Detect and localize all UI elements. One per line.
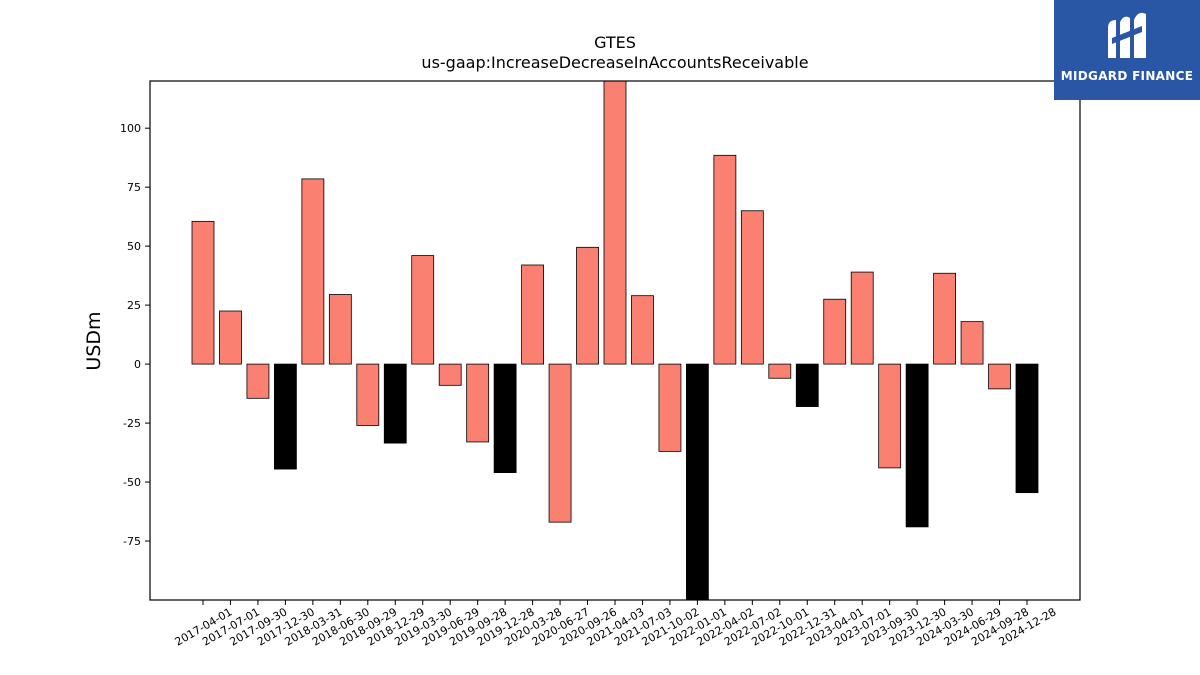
bar-2017-12-30 (273, 363, 297, 470)
bar-2018-03-31 (301, 178, 325, 365)
x-axis-ticks: 2017-04-012017-07-012017-09-302017-12-30… (173, 600, 1059, 649)
y-tick-label: -25 (123, 417, 141, 430)
y-tick-label: 50 (127, 240, 141, 253)
bar-2021-07-03 (631, 295, 654, 365)
bar-2020-03-28 (521, 264, 544, 365)
chart-subtitle: us-gaap:IncreaseDecreaseInAccountsReceiv… (421, 53, 808, 72)
y-axis-ticks: -75 -50 -25 0 25 50 75 100 (120, 122, 150, 548)
bar-2017-07-01 (219, 310, 242, 365)
bar-2019-12-28 (493, 363, 517, 474)
y-tick-label: 25 (127, 299, 141, 312)
midgard-finance-logo: MIDGARD FINANCE (1054, 0, 1200, 100)
bar-2017-04-01 (191, 220, 215, 365)
bar-2022-12-31 (795, 363, 819, 407)
bar-2018-09-29 (356, 363, 380, 426)
bar-2022-04-02 (713, 154, 737, 365)
bar-2019-06-29 (438, 363, 462, 386)
bar-2020-06-27 (548, 363, 572, 523)
y-tick-label: -50 (123, 476, 141, 489)
y-tick-label: 75 (127, 181, 141, 194)
bar-2024-06-29 (960, 321, 984, 365)
bar-2022-07-02 (740, 210, 764, 365)
bar-2023-07-01 (850, 271, 874, 365)
bar-2018-12-29 (383, 363, 407, 444)
bar-2022-10-01 (768, 363, 792, 379)
bar-2024-03-30 (933, 272, 956, 365)
bar-2020-09-26 (576, 246, 599, 365)
logo-text: MIDGARD FINANCE (1060, 69, 1194, 83)
plot-frame (149, 80, 1081, 601)
y-tick-label: 0 (134, 358, 141, 371)
bar-2018-06-30 (328, 294, 352, 365)
bar-2024-12-28 (1015, 363, 1039, 494)
midgard-logo-icon (1108, 12, 1146, 59)
y-tick-label: 100 (120, 122, 141, 135)
bar-2022-01-01 (686, 363, 709, 601)
bar-2019-03-30 (411, 255, 435, 365)
bar-2024-09-28 (988, 363, 1011, 390)
bars-group (191, 80, 1039, 601)
y-axis-label: USDm (83, 311, 105, 370)
bar-2023-09-30 (878, 363, 902, 469)
chart-title: GTES (594, 33, 636, 52)
y-tick-label: -75 (123, 535, 141, 548)
bar-2023-04-01 (823, 298, 847, 365)
bar-2023-12-30 (905, 363, 929, 528)
bar-2019-09-28 (466, 363, 490, 443)
bar-2021-04-03 (603, 80, 627, 365)
bar-2017-09-30 (246, 363, 270, 399)
bar-2021-10-02 (658, 363, 682, 452)
